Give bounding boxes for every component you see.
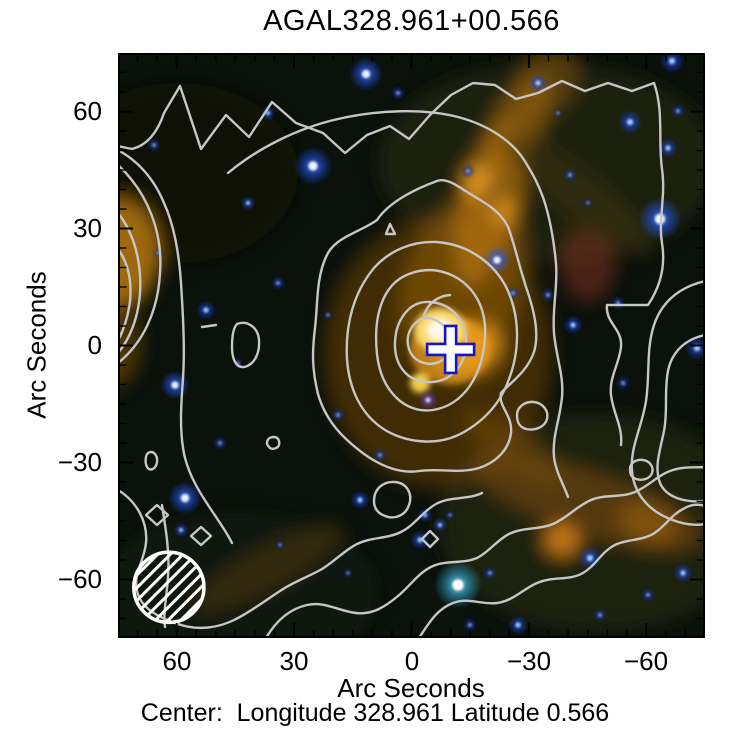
y-tick-label: 30	[73, 213, 102, 243]
x-tick-label: −60	[623, 646, 669, 676]
beam-circle-icon	[132, 550, 206, 625]
y-tick-label: −60	[57, 564, 102, 594]
contour-layer	[118, 79, 705, 638]
star-layer	[146, 53, 705, 635]
x-axis-label: Arc Seconds	[337, 673, 485, 703]
y-tick-label: −30	[57, 447, 102, 477]
plot-area	[118, 53, 705, 638]
figure-title: AGAL328.961+00.566	[263, 5, 560, 37]
y-tick-label: 60	[73, 96, 102, 126]
x-tick-label: 60	[162, 646, 192, 676]
plot-frame	[118, 53, 705, 638]
x-tick-label: −30	[506, 646, 552, 676]
axis-ticks	[120, 55, 703, 636]
source-cross-icon	[425, 324, 476, 375]
x-tick-label: 0	[404, 646, 420, 676]
x-tick-label: 30	[279, 646, 309, 676]
figure-caption: Center: Longitude 328.961 Latitude 0.566	[140, 699, 610, 727]
y-tick-label: 0	[87, 330, 102, 360]
sky-image	[118, 53, 705, 638]
